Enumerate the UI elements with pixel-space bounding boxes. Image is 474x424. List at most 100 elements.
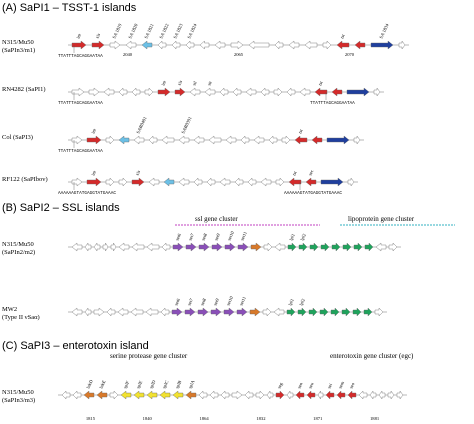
gene-label: set6 bbox=[174, 232, 182, 241]
gene-arrow bbox=[286, 307, 296, 317]
gene-arrow bbox=[109, 40, 121, 50]
gene-arrow bbox=[309, 242, 319, 252]
coordinate: 1864 bbox=[199, 416, 209, 421]
att-sequence: TTATTTAGCAGGAATAA bbox=[58, 149, 103, 154]
gene-label: seg bbox=[276, 381, 283, 389]
gene-label: SA 1823 bbox=[172, 22, 184, 39]
gene-arrow bbox=[342, 242, 352, 252]
gene-arrow bbox=[287, 242, 297, 252]
gene-arrow bbox=[225, 135, 237, 145]
gene-arrow bbox=[118, 87, 128, 97]
gene-label: sec bbox=[307, 169, 314, 176]
gene-arrow bbox=[145, 307, 159, 317]
track-name: (SaPIn2/m2) bbox=[2, 249, 35, 256]
gene-arrow bbox=[118, 242, 130, 252]
gene-arrow bbox=[231, 390, 243, 400]
gene-arrow bbox=[260, 177, 272, 187]
att-sequence: TTATTTAGCAGGAATAA bbox=[58, 54, 103, 59]
cluster-label: serine protease gene cluster bbox=[110, 352, 188, 360]
gene-arrow bbox=[288, 177, 302, 187]
gene-arrow bbox=[72, 390, 82, 400]
gene-label: set7 bbox=[187, 232, 195, 241]
gene-label: int bbox=[160, 79, 167, 86]
gene-arrow bbox=[117, 307, 129, 317]
gene-arrow bbox=[185, 242, 197, 252]
gene-arrow bbox=[305, 177, 317, 187]
gene-label: SA 1821 bbox=[143, 22, 155, 39]
gene-arrow bbox=[131, 87, 141, 97]
gene-arrow bbox=[240, 135, 250, 145]
gene-arrow bbox=[311, 135, 323, 145]
gene-arrow bbox=[185, 40, 195, 50]
gene-label: sen bbox=[296, 381, 303, 389]
gene-label: splE bbox=[135, 380, 143, 390]
gene-label: SA 1819 bbox=[111, 22, 123, 39]
gene-label: xis bbox=[134, 169, 141, 176]
gene-arrow bbox=[250, 242, 262, 252]
gene-arrow bbox=[214, 40, 226, 50]
gene-label: int bbox=[90, 169, 97, 176]
gene-arrow bbox=[220, 390, 230, 400]
gene-arrow bbox=[387, 390, 395, 400]
coordinate: 2040 bbox=[123, 52, 133, 57]
gene-arrow bbox=[131, 242, 145, 252]
gene-label: set9 bbox=[212, 297, 220, 306]
gene-label: SA 1822 bbox=[158, 22, 170, 39]
gene-arrow bbox=[237, 242, 249, 252]
cluster-label: lipoprotein gene cluster bbox=[348, 215, 415, 223]
gene-arrow bbox=[274, 242, 286, 252]
gene-arrow bbox=[71, 307, 83, 317]
gene-arrow bbox=[375, 242, 387, 252]
gene-arrow bbox=[71, 135, 83, 145]
gene-arrow bbox=[262, 307, 272, 317]
gene-arrow bbox=[178, 177, 190, 187]
track-name: N315/Mu50 bbox=[2, 39, 34, 46]
gene-arrow bbox=[363, 307, 373, 317]
gene-arrow bbox=[146, 242, 160, 252]
gene-arrow bbox=[71, 40, 87, 50]
gene-label: xis bbox=[94, 32, 101, 39]
gene-label: int bbox=[90, 127, 97, 134]
gene-arrow bbox=[185, 390, 197, 400]
gene-label: seu bbox=[307, 381, 314, 389]
gene-arrow bbox=[148, 135, 158, 145]
gene-arrow bbox=[308, 307, 318, 317]
gene-arrow bbox=[103, 87, 115, 97]
gene-arrow bbox=[358, 390, 368, 400]
gene-label: tst bbox=[291, 170, 298, 177]
gene-arrow bbox=[298, 242, 308, 252]
gene-arrow bbox=[133, 390, 145, 400]
gene-arrow bbox=[199, 40, 210, 50]
gene-label: str bbox=[206, 80, 213, 87]
gene-label: lukE bbox=[98, 379, 106, 389]
gene-arrow bbox=[336, 40, 350, 50]
gene-arrow bbox=[208, 135, 222, 145]
gene-arrow bbox=[144, 87, 154, 97]
gene-arrow bbox=[236, 307, 248, 317]
gene-label: set6 bbox=[173, 297, 181, 306]
gene-arrow bbox=[71, 87, 85, 97]
gene-arrow bbox=[232, 87, 242, 97]
gene-label: set8 bbox=[200, 232, 208, 241]
gene-arrow bbox=[93, 242, 101, 252]
gene-arrow bbox=[319, 307, 329, 317]
gene-arrow bbox=[396, 390, 404, 400]
gene-label: tst bbox=[297, 128, 304, 135]
gene-arrow bbox=[130, 307, 144, 317]
gene-arrow bbox=[245, 87, 257, 97]
gene-label: stl bbox=[191, 80, 198, 87]
section-title: (C) SaPI3 – enterotoxin island bbox=[2, 340, 149, 352]
gene-arrow bbox=[146, 390, 158, 400]
gene-label: xis bbox=[176, 79, 183, 86]
gene-arrow bbox=[219, 177, 231, 187]
gene-label: lpl1 bbox=[287, 297, 295, 306]
gene-label: SA 1824 bbox=[186, 22, 198, 39]
gene-arrow bbox=[163, 177, 175, 187]
gene-arrow bbox=[370, 40, 394, 50]
gene-arrow bbox=[172, 390, 184, 400]
gene-arrow bbox=[234, 177, 244, 187]
gene-arrow bbox=[210, 307, 222, 317]
gene-arrow bbox=[322, 40, 332, 50]
gene-label: lpl2 bbox=[298, 297, 306, 306]
